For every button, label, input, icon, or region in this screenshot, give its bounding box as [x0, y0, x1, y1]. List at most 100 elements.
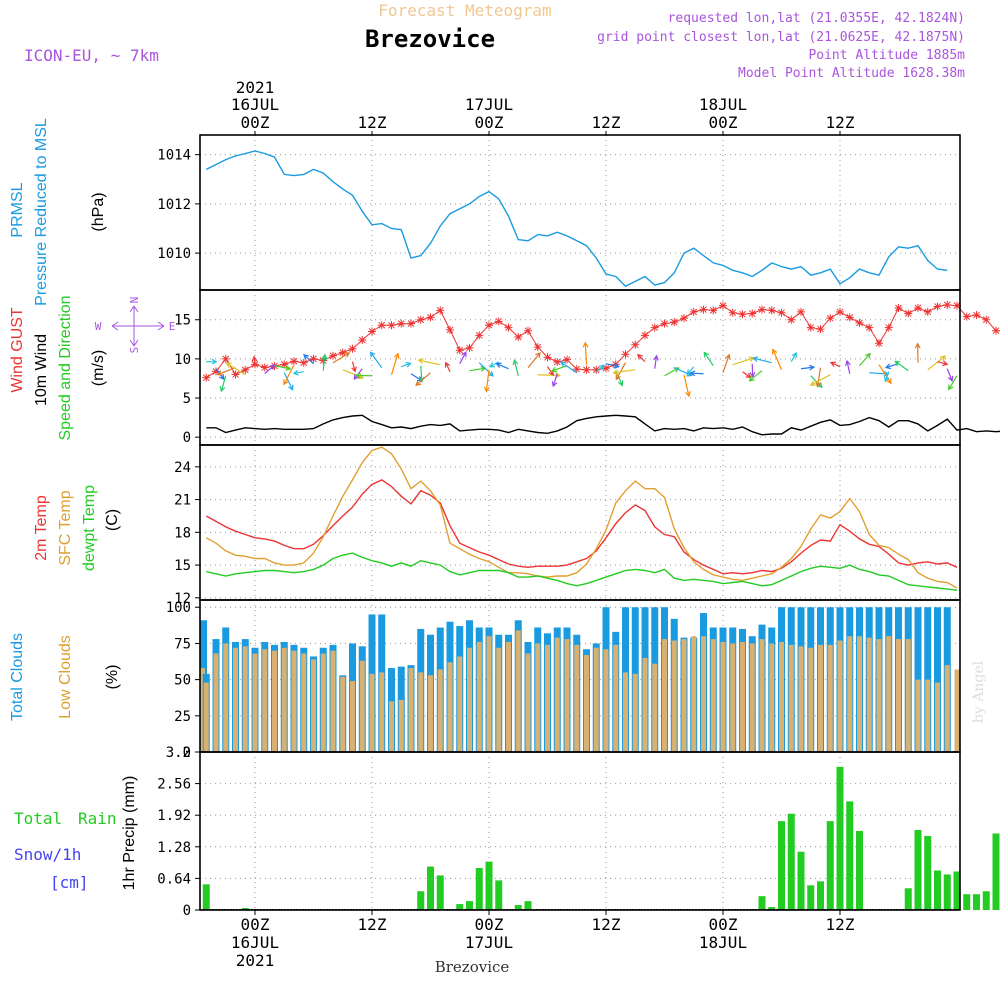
gust-marker	[875, 339, 883, 348]
wind-arrow	[749, 370, 763, 382]
wind-arrow	[613, 369, 636, 374]
gust-marker	[660, 319, 669, 328]
low-cloud-bar	[886, 636, 892, 752]
bottom-date-label: 16JUL	[231, 933, 279, 952]
gust-marker	[884, 323, 893, 332]
rain-bar	[817, 881, 824, 910]
wind-arrow	[351, 361, 356, 372]
wind-arrow	[342, 369, 364, 379]
gust-marker	[290, 357, 298, 366]
rain-bar	[485, 861, 493, 910]
low-cloud-bar	[837, 640, 843, 752]
wind-arrow-head	[535, 351, 541, 358]
compass-icon: N S W E	[95, 297, 176, 354]
low-cloud-bar	[242, 646, 248, 752]
wind-arrow-head	[495, 362, 502, 368]
gust-marker	[836, 307, 844, 316]
wind-arrow	[552, 373, 558, 387]
gust-marker	[533, 343, 542, 352]
gust-marker	[680, 314, 688, 323]
low-cloud-bar	[506, 641, 511, 752]
wind-arrow-head	[947, 375, 954, 382]
wind-arrow-head	[612, 369, 619, 376]
wind-arrow	[722, 354, 730, 373]
gust-marker	[494, 317, 503, 326]
gust-marker	[855, 318, 864, 327]
wind-arrow-head	[283, 379, 289, 386]
wind-arrow	[894, 360, 909, 372]
low-cloud-bar	[447, 662, 453, 752]
gust-marker	[972, 311, 981, 320]
low-cloud-bar	[467, 647, 472, 752]
low-cloud-bar	[301, 653, 307, 752]
wind-arrow	[946, 368, 953, 381]
gust-marker	[777, 308, 786, 317]
wind-arrow	[264, 364, 275, 375]
gust-marker	[904, 309, 913, 318]
low-cloud-bar	[223, 643, 229, 752]
gust-marker	[260, 363, 269, 372]
panel-1: 1010 1012 1014 PRMSL Pressure Reduced to MSL…	[9, 118, 961, 306]
wind-arrow-head	[752, 356, 759, 362]
gust-marker	[397, 319, 406, 328]
low-cloud-bar	[681, 639, 687, 752]
wind-arrow-head	[292, 369, 299, 376]
y-tick-label: 2.56	[157, 777, 191, 793]
t2m-label: 2m Temp	[33, 495, 50, 561]
wind-arrow-head	[344, 352, 351, 358]
low-cloud-bar	[379, 672, 385, 752]
gust-marker	[563, 355, 571, 364]
gust-marker	[329, 351, 337, 360]
top-hour-label: 12Z	[592, 113, 621, 132]
gust-marker	[641, 331, 649, 340]
wind-arrow	[537, 374, 560, 377]
wind-arrow-head	[771, 348, 778, 355]
gust-marker	[962, 312, 971, 321]
watermark: by Angel	[971, 660, 987, 723]
low-cloud-bar	[788, 644, 794, 752]
low-cloud-bar	[847, 636, 853, 752]
wind-arrow	[654, 355, 658, 369]
rain-bar	[953, 871, 961, 910]
low-cloud-bar	[398, 699, 404, 752]
gust-marker	[816, 325, 825, 334]
low-cloud-bar	[935, 682, 940, 752]
y-tick-label: 75	[174, 636, 191, 652]
low-cloud-bar	[233, 647, 238, 752]
panel-frame	[199, 444, 961, 601]
gust-marker	[621, 350, 630, 359]
gust-label: Wind GUST	[9, 307, 26, 393]
wind-arrow-head	[225, 362, 232, 368]
gust-marker	[914, 304, 922, 313]
low-cloud-bar	[818, 644, 823, 752]
panel-5: 0 0.64 1.28 1.92 2.56 3.2 Total Rain Snow/1h [cm]…	[14, 745, 1000, 919]
wind-arrow	[283, 364, 295, 385]
wind-arrow-head	[809, 364, 816, 371]
wind-arrow-head	[461, 351, 467, 358]
rain-bar	[982, 891, 990, 910]
compass-e: E	[169, 320, 176, 333]
rain-bar	[973, 894, 980, 910]
low-cloud-bar	[350, 681, 355, 752]
wind-arrow	[664, 367, 679, 377]
low-cloud-bar	[359, 660, 365, 752]
low-cloud-bar	[262, 649, 268, 752]
gust-marker	[368, 327, 376, 336]
low-cloud-bar	[437, 669, 443, 752]
wind-arrow	[370, 351, 383, 369]
y-tick-label: 5	[183, 391, 191, 407]
wind-arrow	[615, 362, 627, 380]
y-tick-label: 12	[174, 591, 191, 607]
y-tick-label: 10	[174, 352, 191, 368]
top-date-label: 17JUL	[465, 95, 513, 114]
wind-arrow-head	[829, 361, 836, 367]
gust-marker	[923, 307, 932, 316]
low-cloud-bar	[584, 655, 589, 752]
y-tick-label: 24	[174, 460, 191, 476]
wind-arrow	[753, 357, 772, 364]
wind-arrow-head	[559, 361, 567, 367]
rain-label: Rain	[78, 809, 117, 828]
gust-marker	[446, 325, 454, 334]
wind-arrow-head	[512, 358, 519, 366]
prmsl-label: PRMSL	[9, 182, 26, 237]
